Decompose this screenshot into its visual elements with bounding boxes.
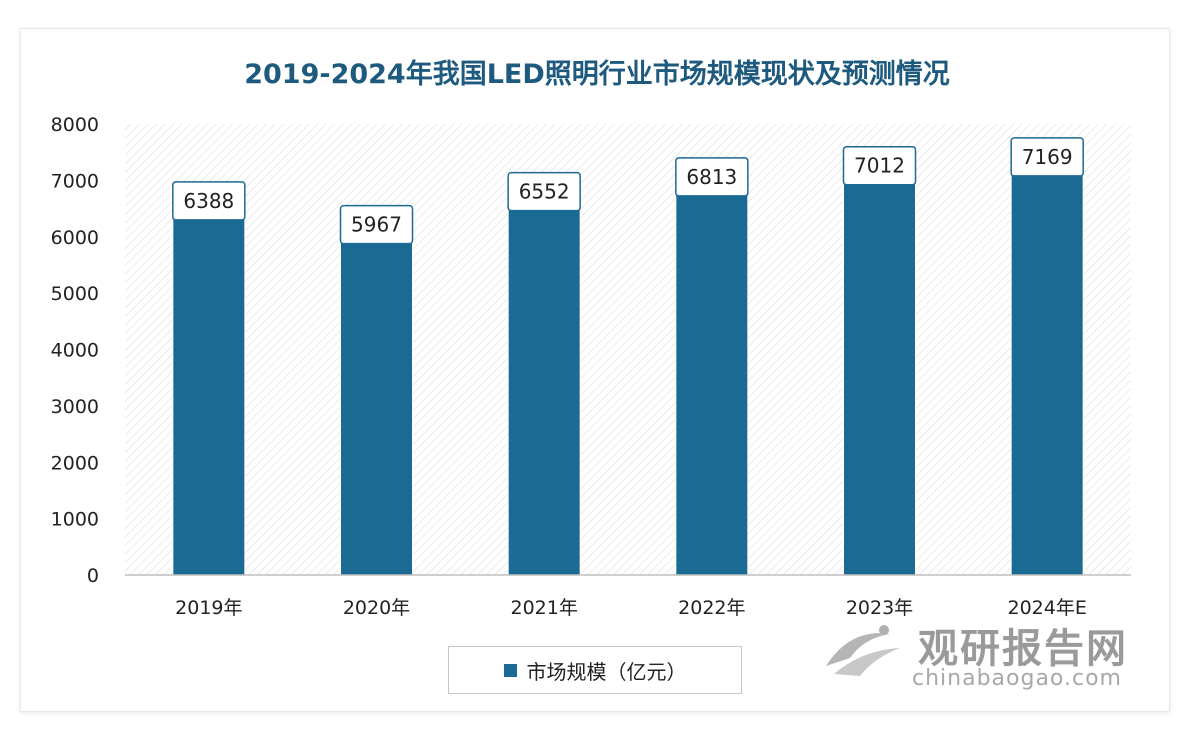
- x-tick-label: 2020年: [343, 597, 410, 619]
- y-tick-label: 1000: [51, 509, 99, 531]
- data-label-box: [1010, 137, 1084, 177]
- y-tick-label: 2000: [51, 452, 99, 474]
- bar: [172, 214, 246, 576]
- bar: [340, 238, 413, 576]
- data-label-text: 7012: [854, 154, 905, 178]
- bar: [675, 190, 749, 576]
- data-label: 6388: [172, 181, 246, 221]
- data-label: 6552: [507, 171, 581, 212]
- x-tick-label: 2022年: [678, 597, 745, 619]
- bar: [507, 205, 581, 576]
- watermark-logo-icon: [826, 625, 900, 676]
- data-label-text: 6388: [183, 189, 234, 213]
- data-label-box: [507, 171, 581, 212]
- y-tick-label: 5000: [51, 283, 99, 305]
- data-label-box: [675, 157, 749, 197]
- legend-swatch: [503, 663, 517, 677]
- data-label: 7169: [1010, 137, 1084, 177]
- y-tick-label: 6000: [51, 227, 99, 249]
- data-label: 7012: [842, 145, 917, 186]
- x-tick-label: 2021年: [510, 597, 577, 619]
- data-label: 5967: [339, 204, 414, 245]
- legend-label: 市场规模（亿元）: [526, 659, 687, 684]
- watermark-name: 观研报告网: [918, 626, 1128, 672]
- data-label-text: 6813: [686, 165, 737, 189]
- data-label-text: 6552: [519, 180, 570, 204]
- bar: [1010, 170, 1084, 576]
- x-tick-label: 2023年: [846, 597, 913, 619]
- data-label-text: 7169: [1022, 145, 1073, 169]
- data-label-text: 5967: [351, 213, 402, 237]
- watermark: 观研报告网 chinabaogao.com: [820, 610, 1150, 700]
- y-tick-label: 8000: [51, 114, 99, 136]
- data-label-box: [842, 145, 917, 186]
- watermark-url: chinabaogao.com: [912, 666, 1122, 691]
- y-tick-label: 0: [87, 565, 99, 587]
- x-tick-label: 2019年: [175, 597, 242, 619]
- x-tick-label: 2024年E: [1007, 597, 1086, 619]
- y-tick-label: 7000: [51, 170, 99, 192]
- bar: [843, 179, 916, 576]
- data-label-box: [172, 181, 246, 221]
- data-label-box: [339, 204, 414, 245]
- y-tick-label: 4000: [51, 340, 99, 362]
- plot-area: [125, 124, 1131, 575]
- legend: 市场规模（亿元）: [448, 646, 742, 694]
- chart-title: 2019-2024年我国LED照明行业市场规模现状及预测情况: [244, 59, 950, 90]
- data-label: 6813: [675, 157, 749, 197]
- y-tick-label: 3000: [51, 396, 99, 418]
